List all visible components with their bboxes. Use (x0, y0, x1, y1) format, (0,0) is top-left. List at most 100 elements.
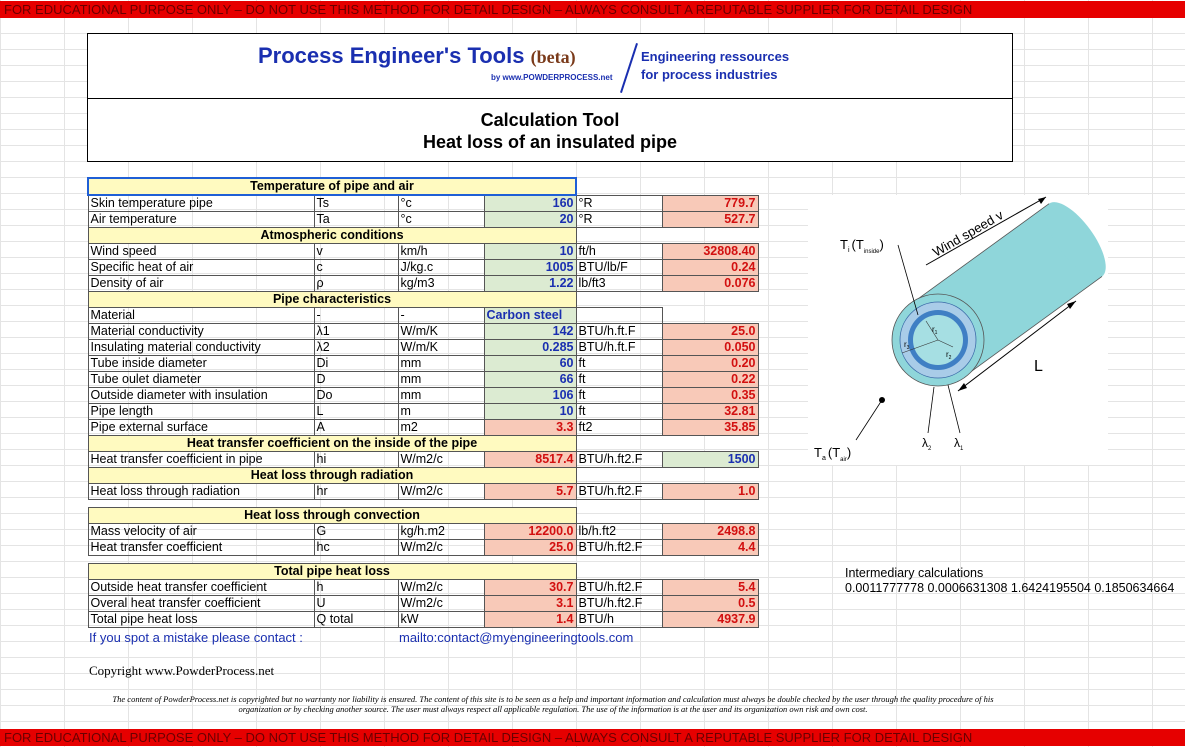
row-value-imperial[interactable]: 1500 (661, 451, 759, 468)
row-symbol[interactable]: c (313, 259, 399, 276)
row-unit[interactable]: W/m2/c (397, 595, 485, 612)
section-header[interactable]: Temperature of pipe and air (87, 177, 577, 196)
empty-cell[interactable] (576, 292, 662, 308)
empty-cell[interactable] (398, 500, 484, 508)
empty-cell[interactable] (662, 436, 758, 452)
row-unit[interactable]: kg/h.m2 (397, 523, 485, 540)
row-unit[interactable]: mm (397, 355, 485, 372)
section-header[interactable]: Pipe characteristics (87, 291, 577, 308)
row-unit-imperial[interactable]: ft2 (575, 419, 663, 436)
row-unit[interactable]: °c (397, 194, 485, 212)
row-unit[interactable]: W/m2/c (397, 539, 485, 556)
row-symbol[interactable]: G (313, 523, 399, 540)
row-value-imperial[interactable]: 0.076 (661, 275, 759, 292)
row-unit[interactable]: kW (397, 611, 485, 628)
row-unit[interactable]: W/m/K (397, 339, 485, 356)
row-symbol[interactable]: Di (313, 355, 399, 372)
row-symbol[interactable]: λ1 (313, 323, 399, 340)
empty-cell[interactable] (576, 178, 662, 195)
row-unit-imperial[interactable]: lb/ft3 (575, 275, 663, 292)
row-symbol[interactable]: λ2 (313, 339, 399, 356)
row-value-imperial[interactable] (662, 308, 758, 324)
row-value[interactable]: 0.285 (483, 339, 577, 356)
row-symbol[interactable]: Do (313, 387, 399, 404)
empty-cell[interactable] (662, 178, 758, 195)
row-unit-imperial[interactable]: °R (575, 211, 663, 228)
empty-cell[interactable] (484, 500, 576, 508)
row-value-imperial[interactable]: 1.0 (661, 483, 759, 500)
empty-cell[interactable] (88, 556, 314, 564)
row-value[interactable]: 3.1 (483, 595, 577, 612)
empty-cell[interactable] (314, 556, 398, 564)
row-value[interactable]: 3.3 (483, 419, 577, 436)
row-value[interactable]: 20 (483, 211, 577, 228)
row-unit[interactable]: mm (397, 371, 485, 388)
row-label[interactable]: Material conductivity (87, 323, 315, 340)
empty-cell[interactable] (576, 508, 662, 524)
row-label[interactable]: Tube oulet diameter (87, 371, 315, 388)
empty-cell[interactable] (88, 500, 314, 508)
row-unit[interactable]: m2 (397, 419, 485, 436)
row-unit-imperial[interactable]: ft (575, 371, 663, 388)
row-unit-imperial[interactable]: ft (575, 355, 663, 372)
row-symbol[interactable]: hc (313, 539, 399, 556)
row-symbol[interactable]: h (313, 579, 399, 596)
row-value-imperial[interactable]: 4937.9 (661, 611, 759, 628)
row-value[interactable]: 8517.4 (483, 451, 577, 468)
empty-cell[interactable] (576, 468, 662, 484)
row-unit-imperial[interactable] (575, 307, 663, 324)
row-unit-imperial[interactable]: BTU/h.ft.F (575, 339, 663, 356)
row-value-imperial[interactable]: 0.22 (661, 371, 759, 388)
row-symbol[interactable]: hi (313, 451, 399, 468)
row-label[interactable]: Overal heat transfer coefficient (87, 595, 315, 612)
row-label[interactable]: Heat loss through radiation (87, 483, 315, 500)
row-unit-imperial[interactable]: ft/h (575, 243, 663, 260)
row-unit[interactable]: km/h (397, 243, 485, 260)
empty-cell[interactable] (576, 228, 662, 244)
row-symbol[interactable]: Ts (313, 194, 399, 212)
row-unit-imperial[interactable]: ft (575, 403, 663, 420)
empty-cell[interactable] (314, 500, 398, 508)
row-label[interactable]: Tube inside diameter (87, 355, 315, 372)
row-unit[interactable]: W/m2/c (397, 451, 485, 468)
row-value[interactable]: 1005 (483, 259, 577, 276)
row-symbol[interactable]: hr (313, 483, 399, 500)
row-value[interactable]: 12200.0 (483, 523, 577, 540)
row-label[interactable]: Total pipe heat loss (87, 611, 315, 628)
row-unit-imperial[interactable]: BTU/h.ft.F (575, 323, 663, 340)
row-value[interactable]: 1.22 (483, 275, 577, 292)
row-unit-imperial[interactable]: lb/h.ft2 (575, 523, 663, 540)
empty-cell[interactable] (662, 500, 758, 508)
row-value-imperial[interactable]: 32.81 (661, 403, 759, 420)
section-header[interactable]: Total pipe heat loss (87, 563, 577, 580)
row-label[interactable]: Heat transfer coefficient (87, 539, 315, 556)
row-value-imperial[interactable]: 2498.8 (661, 523, 759, 540)
empty-cell[interactable] (576, 436, 662, 452)
row-value[interactable]: 10 (483, 403, 577, 420)
empty-cell[interactable] (576, 556, 662, 564)
row-unit-imperial[interactable]: BTU/h (575, 611, 663, 628)
row-label[interactable]: Insulating material conductivity (87, 339, 315, 356)
row-unit-imperial[interactable]: BTU/h.ft2.F (575, 595, 663, 612)
row-label[interactable]: Outside diameter with insulation (87, 387, 315, 404)
row-value[interactable]: 5.7 (483, 483, 577, 500)
row-value-imperial[interactable]: 0.24 (661, 259, 759, 276)
section-header[interactable]: Heat loss through radiation (87, 467, 577, 484)
row-label[interactable]: Outside heat transfer coefficient (87, 579, 315, 596)
row-value-imperial[interactable]: 5.4 (661, 579, 759, 596)
section-header[interactable]: Atmospheric conditions (87, 227, 577, 244)
row-label[interactable]: Density of air (87, 275, 315, 292)
empty-cell[interactable] (576, 564, 662, 580)
row-label[interactable]: Specific heat of air (87, 259, 315, 276)
empty-cell[interactable] (662, 556, 758, 564)
row-unit[interactable]: °c (397, 211, 485, 228)
empty-cell[interactable] (662, 468, 758, 484)
row-unit-imperial[interactable]: BTU/h.ft2.F (575, 579, 663, 596)
row-unit[interactable]: W/m2/c (397, 579, 485, 596)
row-value[interactable]: 142 (483, 323, 577, 340)
row-unit-imperial[interactable]: °R (575, 194, 663, 212)
row-value-imperial[interactable]: 0.5 (661, 595, 759, 612)
row-unit-imperial[interactable]: BTU/h.ft2.F (575, 539, 663, 556)
row-unit[interactable]: W/m/K (397, 323, 485, 340)
row-unit[interactable]: W/m2/c (397, 483, 485, 500)
